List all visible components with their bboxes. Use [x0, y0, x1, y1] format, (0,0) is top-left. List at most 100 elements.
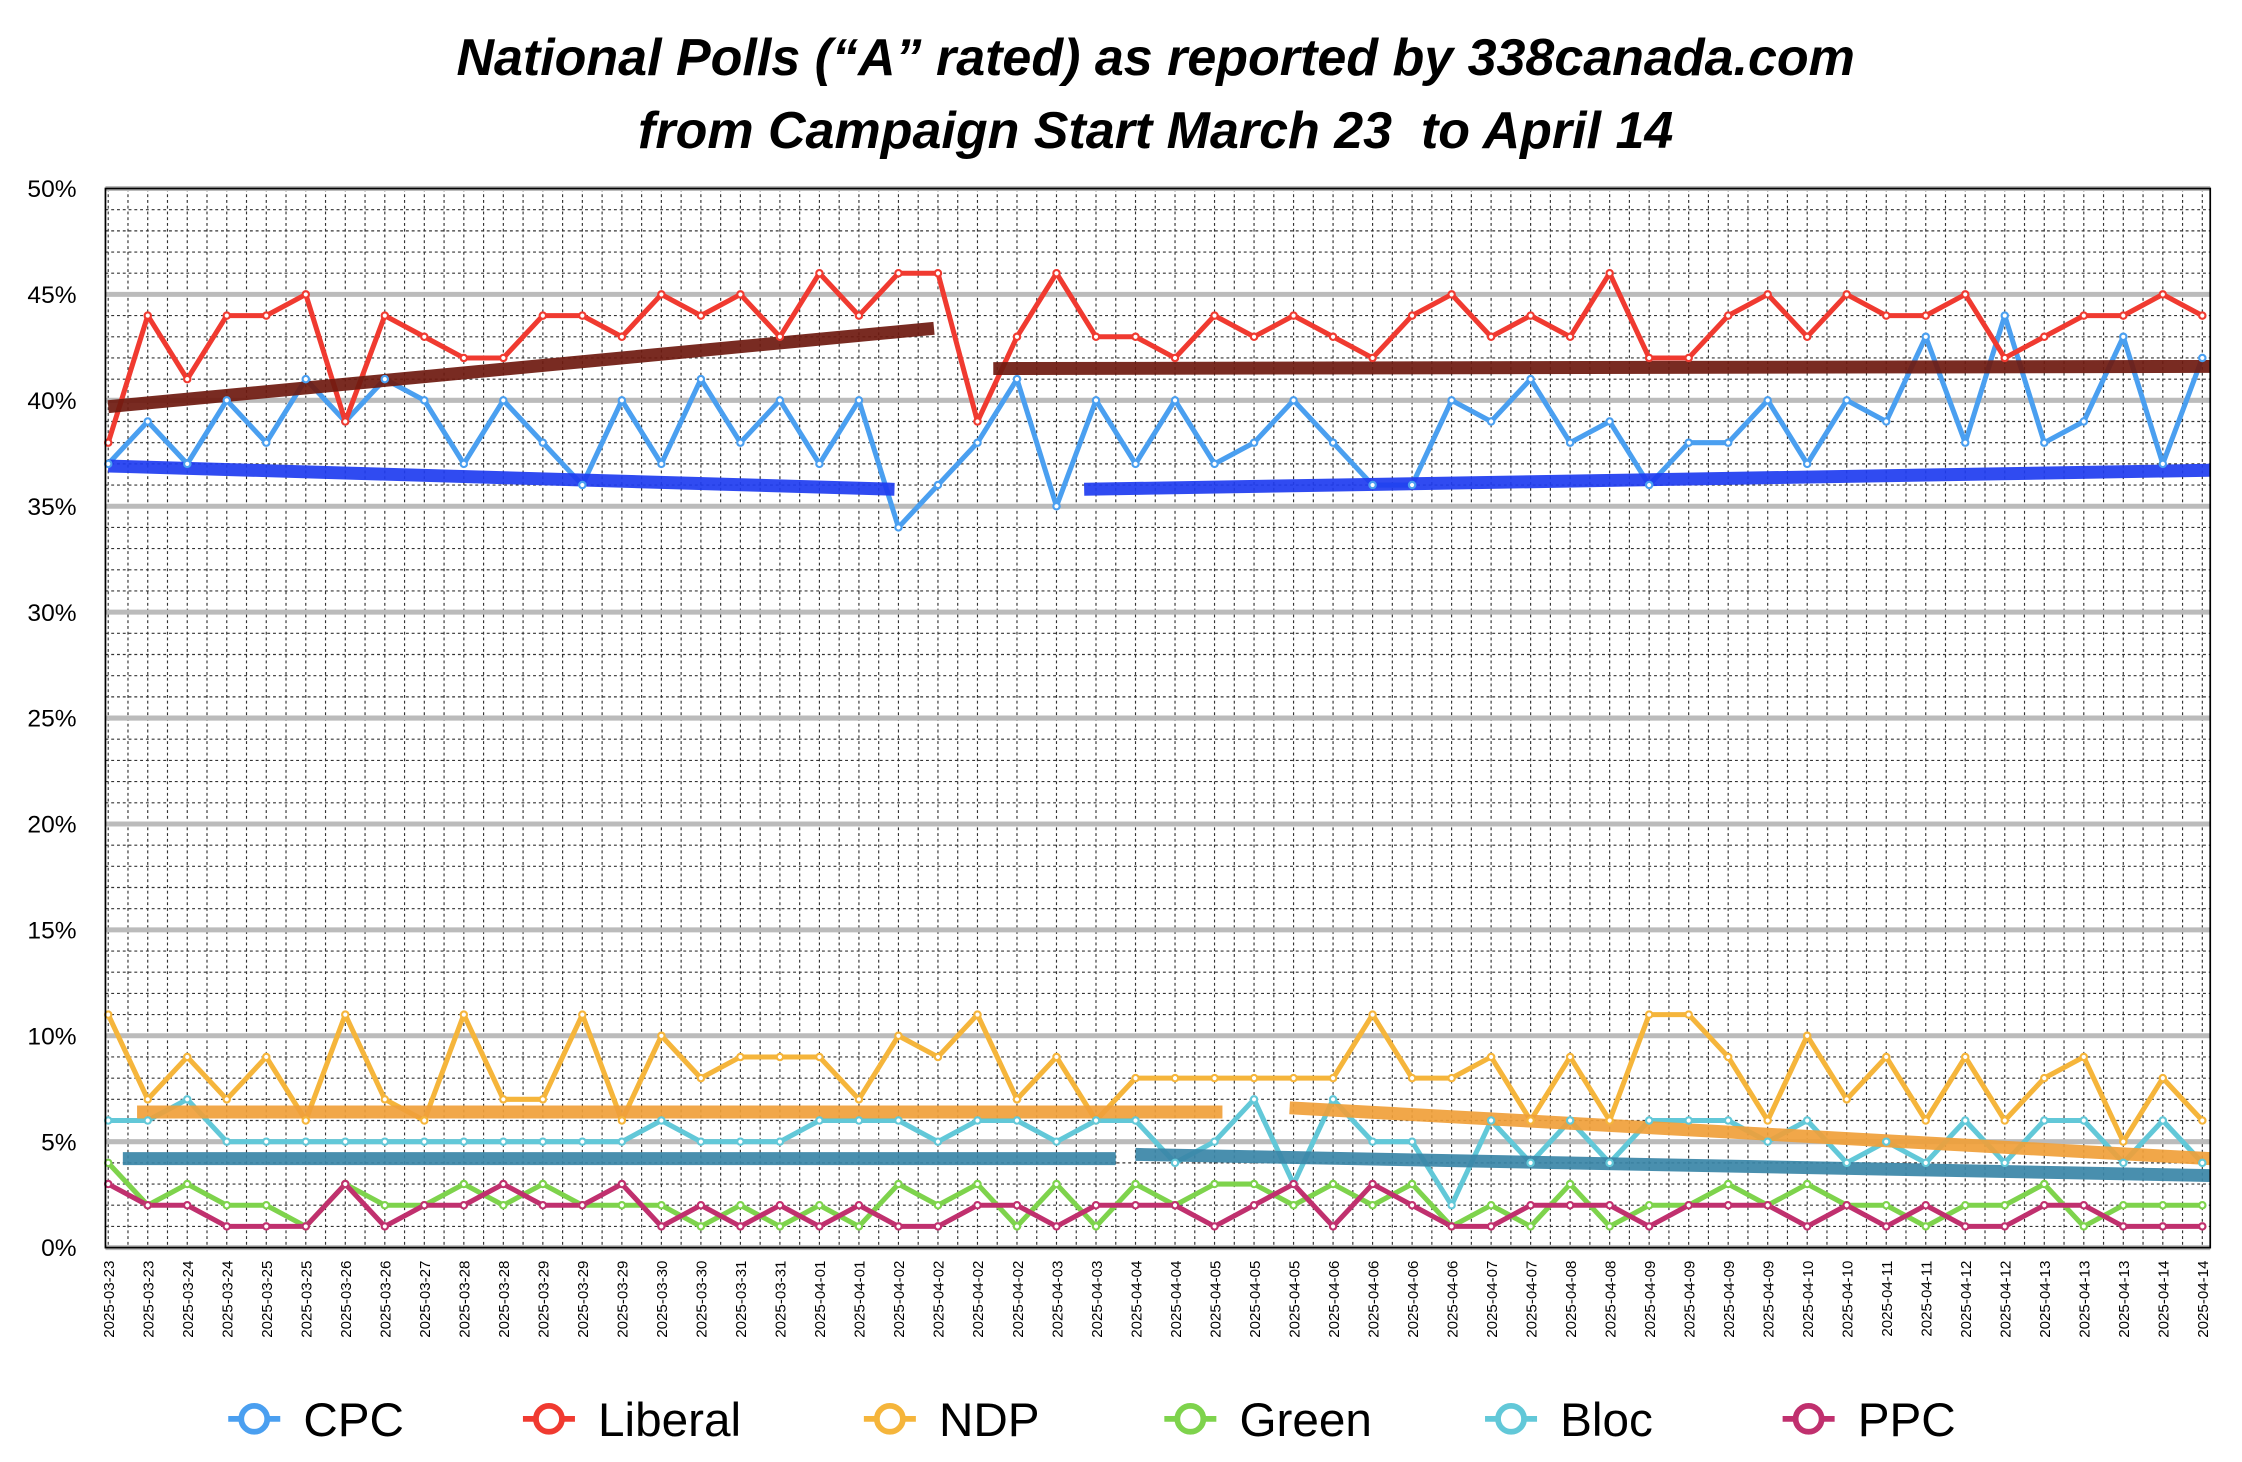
data-point — [222, 1222, 232, 1231]
data-point — [815, 1222, 824, 1231]
data-point — [736, 290, 745, 299]
data-point — [1368, 1010, 1377, 1019]
data-point — [1960, 1200, 1970, 1210]
data-point — [1605, 1116, 1614, 1125]
data-point — [894, 1116, 903, 1125]
data-point — [2198, 1200, 2207, 1210]
data-point — [1012, 374, 1022, 384]
data-point — [657, 1031, 666, 1041]
data-point — [1842, 290, 1851, 299]
data-point — [420, 1137, 429, 1146]
x-tick-label: 2025-03-26 — [338, 1261, 355, 1338]
data-point — [617, 1137, 627, 1146]
data-point — [538, 311, 548, 320]
x-tick-label: 2025-04-04 — [1168, 1261, 1185, 1338]
data-point — [775, 1052, 785, 1062]
data-point — [1921, 1116, 1930, 1125]
data-point — [617, 396, 627, 405]
y-tick-label: 20% — [27, 812, 76, 839]
data-point — [1723, 1179, 1733, 1189]
data-point — [182, 459, 192, 469]
data-point — [1921, 1200, 1930, 1210]
data-point — [1210, 1073, 1219, 1083]
data-point — [1407, 480, 1417, 490]
data-point — [380, 374, 390, 384]
data-point — [854, 311, 864, 320]
data-point — [1052, 1179, 1061, 1189]
x-tick-label: 2025-04-01 — [852, 1261, 869, 1338]
data-point — [1131, 1073, 1140, 1083]
data-point — [973, 1010, 982, 1019]
data-point — [2119, 1158, 2128, 1168]
data-point — [2079, 1222, 2089, 1231]
x-tick-label: 2025-04-13 — [2077, 1261, 2094, 1338]
data-point — [1723, 311, 1733, 320]
data-point — [538, 1179, 548, 1189]
data-point — [1881, 1200, 1891, 1210]
x-tick-label: 2025-04-12 — [1958, 1261, 1975, 1338]
x-tick-label: 2025-03-23 — [101, 1261, 118, 1338]
data-point — [1881, 311, 1891, 320]
y-tick-label: 40% — [27, 388, 76, 415]
data-point — [775, 1222, 785, 1231]
series-line — [106, 313, 2205, 530]
data-point — [1328, 1073, 1338, 1083]
plot — [103, 268, 2211, 1231]
data-point — [1526, 1200, 1535, 1210]
data-point — [1842, 1158, 1851, 1168]
data-point — [222, 1095, 232, 1104]
x-tick-label: 2025-04-08 — [1563, 1261, 1580, 1338]
legend-label: NDP — [939, 1394, 1040, 1447]
data-point — [1881, 1052, 1891, 1062]
x-tick-label: 2025-04-09 — [1760, 1261, 1777, 1338]
series-line — [107, 1181, 2203, 1229]
data-point — [1486, 1116, 1496, 1125]
data-point — [1328, 438, 1338, 447]
data-point — [2000, 1200, 2010, 1210]
data-point — [459, 1179, 469, 1189]
data-point — [1921, 1222, 1930, 1231]
data-point — [1052, 1052, 1061, 1062]
data-point — [1131, 1179, 1140, 1189]
data-point — [1210, 1179, 1219, 1189]
data-point — [262, 438, 271, 447]
data-point — [2079, 417, 2089, 426]
data-point — [1368, 1179, 1377, 1189]
data-point — [775, 332, 785, 342]
data-point — [341, 1010, 350, 1019]
data-point — [1249, 1179, 1259, 1189]
data-point — [1644, 1010, 1654, 1019]
data-point — [617, 1116, 627, 1125]
data-point — [222, 1137, 232, 1146]
data-point — [538, 438, 548, 447]
data-point — [182, 1200, 192, 1210]
data-point — [696, 1137, 706, 1146]
axis: 0% 5% 10% 15% 20% 25% 30% 35% 40% 45% 50% 2025-03-2… — [27, 176, 2212, 1338]
data-point — [854, 1222, 864, 1231]
x-tick-label: 2025-04-02 — [931, 1261, 948, 1338]
data-point — [1170, 1073, 1180, 1083]
x-tick-label: 2025-03-24 — [180, 1261, 197, 1338]
legend-marker — [533, 1403, 565, 1435]
data-point — [2040, 1200, 2049, 1210]
data-point — [301, 374, 311, 384]
data-point — [380, 1200, 390, 1210]
data-point — [657, 459, 666, 469]
legend-marker — [1792, 1403, 1825, 1435]
data-point — [262, 1200, 271, 1210]
chart-subtitle: from Campaign Start March 23 to April 14 — [638, 101, 1673, 159]
data-point — [578, 480, 587, 490]
data-point — [1289, 311, 1298, 320]
data-point — [1486, 1052, 1496, 1062]
data-point — [1723, 1200, 1733, 1210]
data-point — [1526, 1222, 1535, 1231]
data-point — [2198, 353, 2207, 363]
data-point — [2040, 1179, 2049, 1189]
data-point — [815, 1052, 824, 1062]
data-point — [143, 1095, 152, 1104]
data-point — [1605, 1200, 1614, 1210]
series-line — [106, 1161, 2203, 1229]
data-point — [2198, 1116, 2207, 1125]
y-tick-label: 10% — [27, 1023, 76, 1050]
